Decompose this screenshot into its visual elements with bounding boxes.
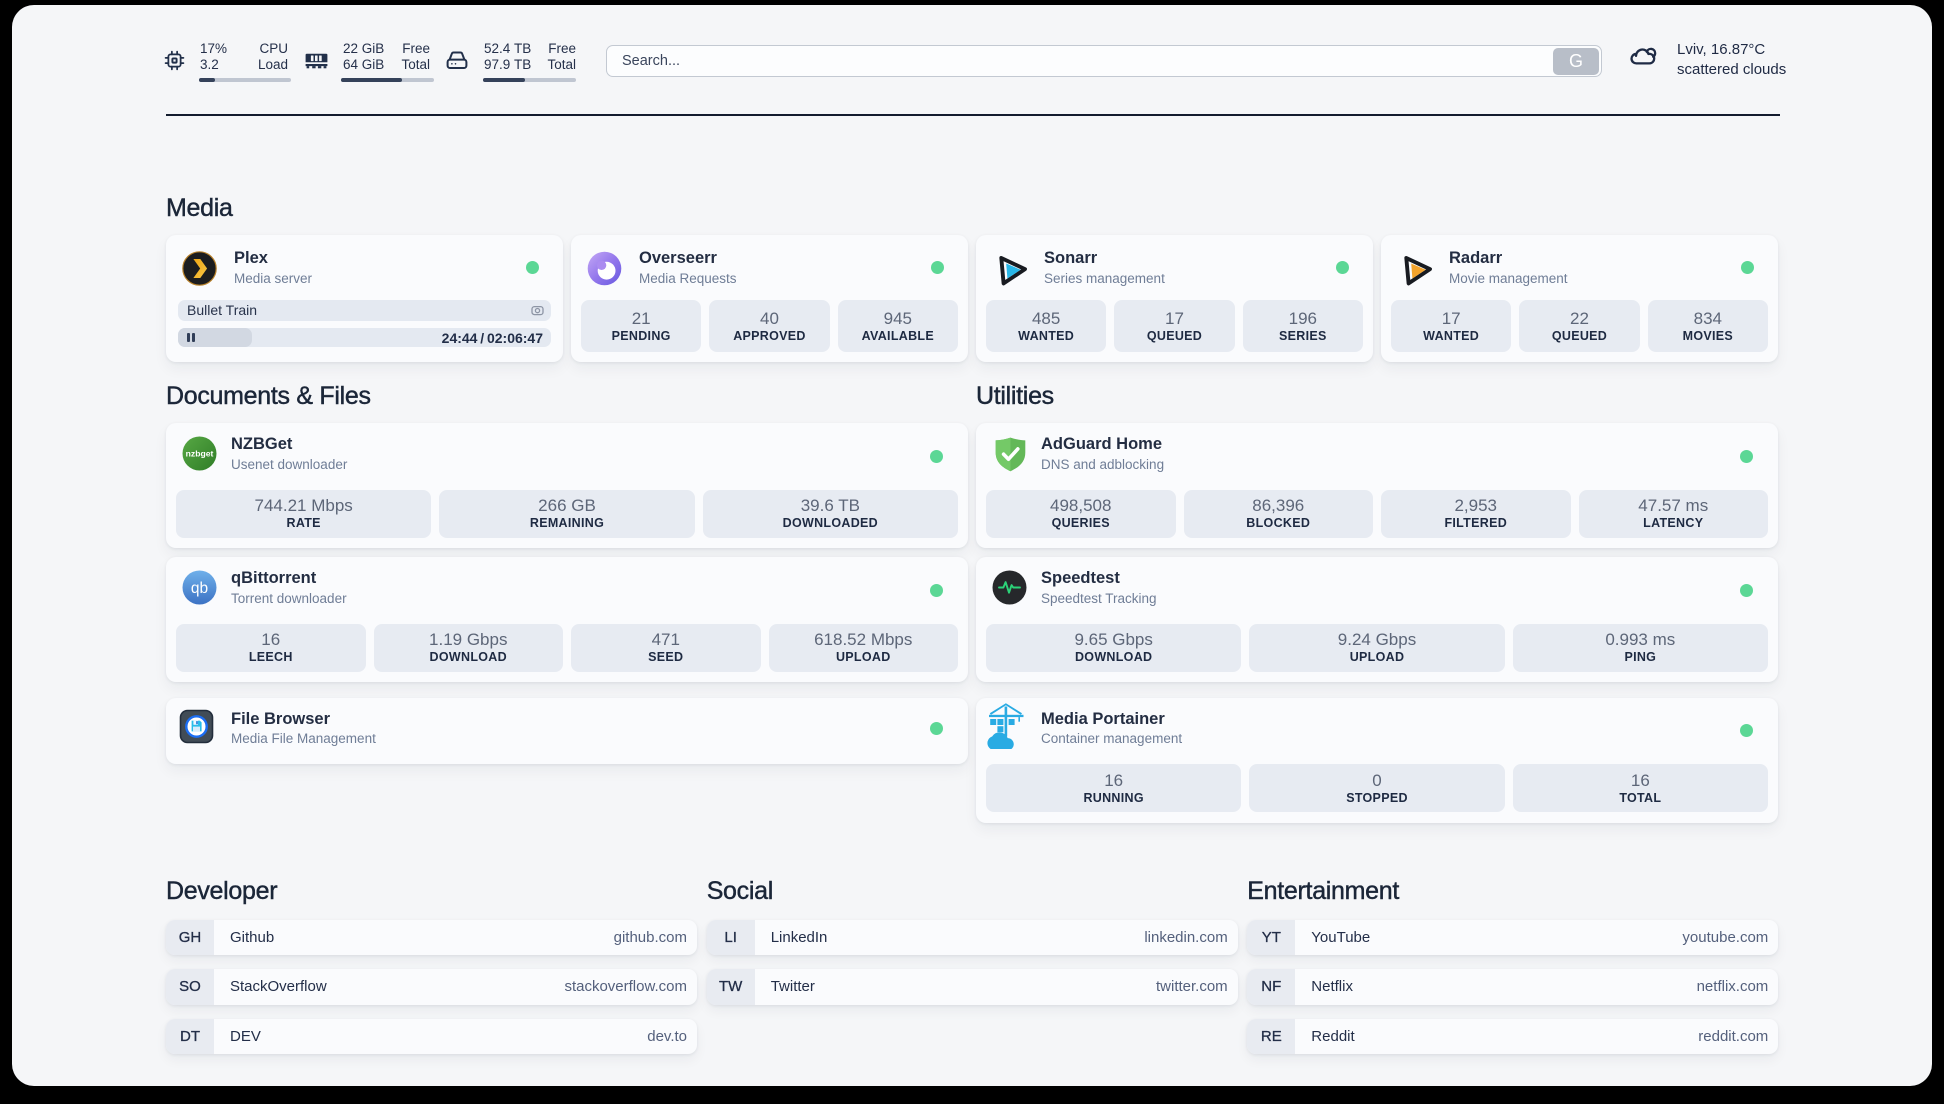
svg-text:nzbget: nzbget [186, 449, 214, 459]
svg-text:qb: qb [191, 580, 208, 597]
